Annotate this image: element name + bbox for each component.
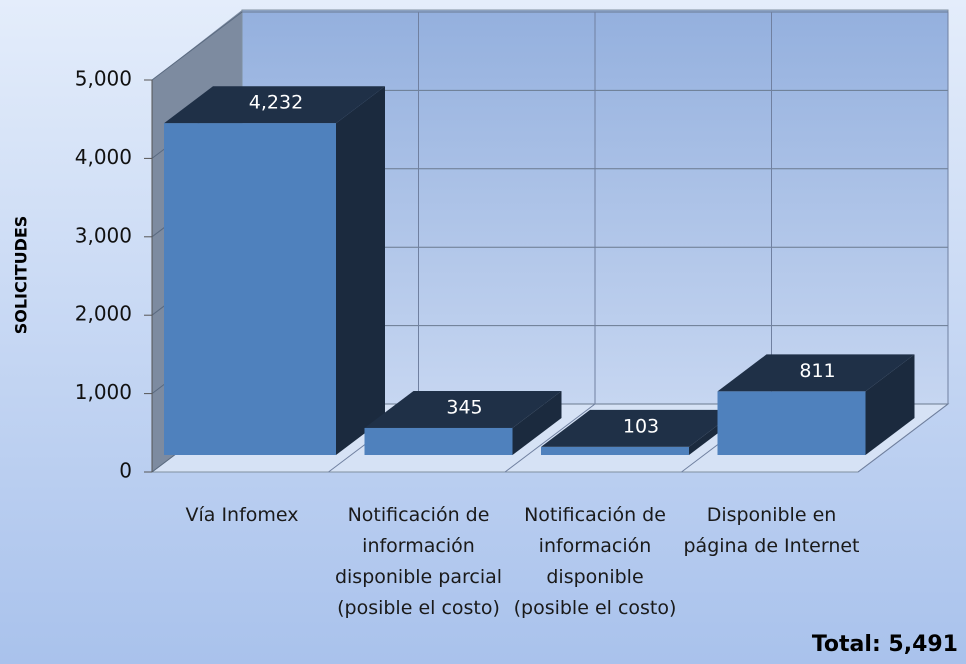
y-tick-label: 2,000 [75,302,132,326]
x-tick-label: Vía Infomex [185,504,299,526]
y-tick-label: 5,000 [75,67,132,91]
bar [164,123,336,456]
bar [541,446,689,455]
x-tick-label: Notificación de información disponible p… [334,504,503,619]
category-divider [504,403,596,473]
x-tick-label: Disponible en página de Internet [683,504,860,557]
value-label: 4,232 [249,92,303,114]
bar-top [541,409,738,447]
x-tick-label: Notificación de información disponible (… [513,504,677,619]
bar-top [364,390,562,428]
value-label: 103 [623,415,659,437]
bar [364,427,513,455]
y-tick-label: 3,000 [75,223,132,247]
grid-line [151,11,243,81]
y-axis-title: SOLICITUDES [12,216,31,335]
y-tick-label: 0 [119,459,132,483]
bar-side [512,390,562,455]
y-tick-label: 4,000 [75,145,132,169]
bar-top [164,86,385,124]
bar-top [717,354,915,392]
bar [717,391,866,455]
category-divider [857,403,949,473]
y-tick-label: 1,000 [75,380,132,404]
total-annotation: Total: 5,491 [812,632,958,657]
value-label: 811 [799,360,835,382]
value-label: 345 [446,396,482,418]
bar-side [336,86,385,456]
bar-side [865,354,915,455]
